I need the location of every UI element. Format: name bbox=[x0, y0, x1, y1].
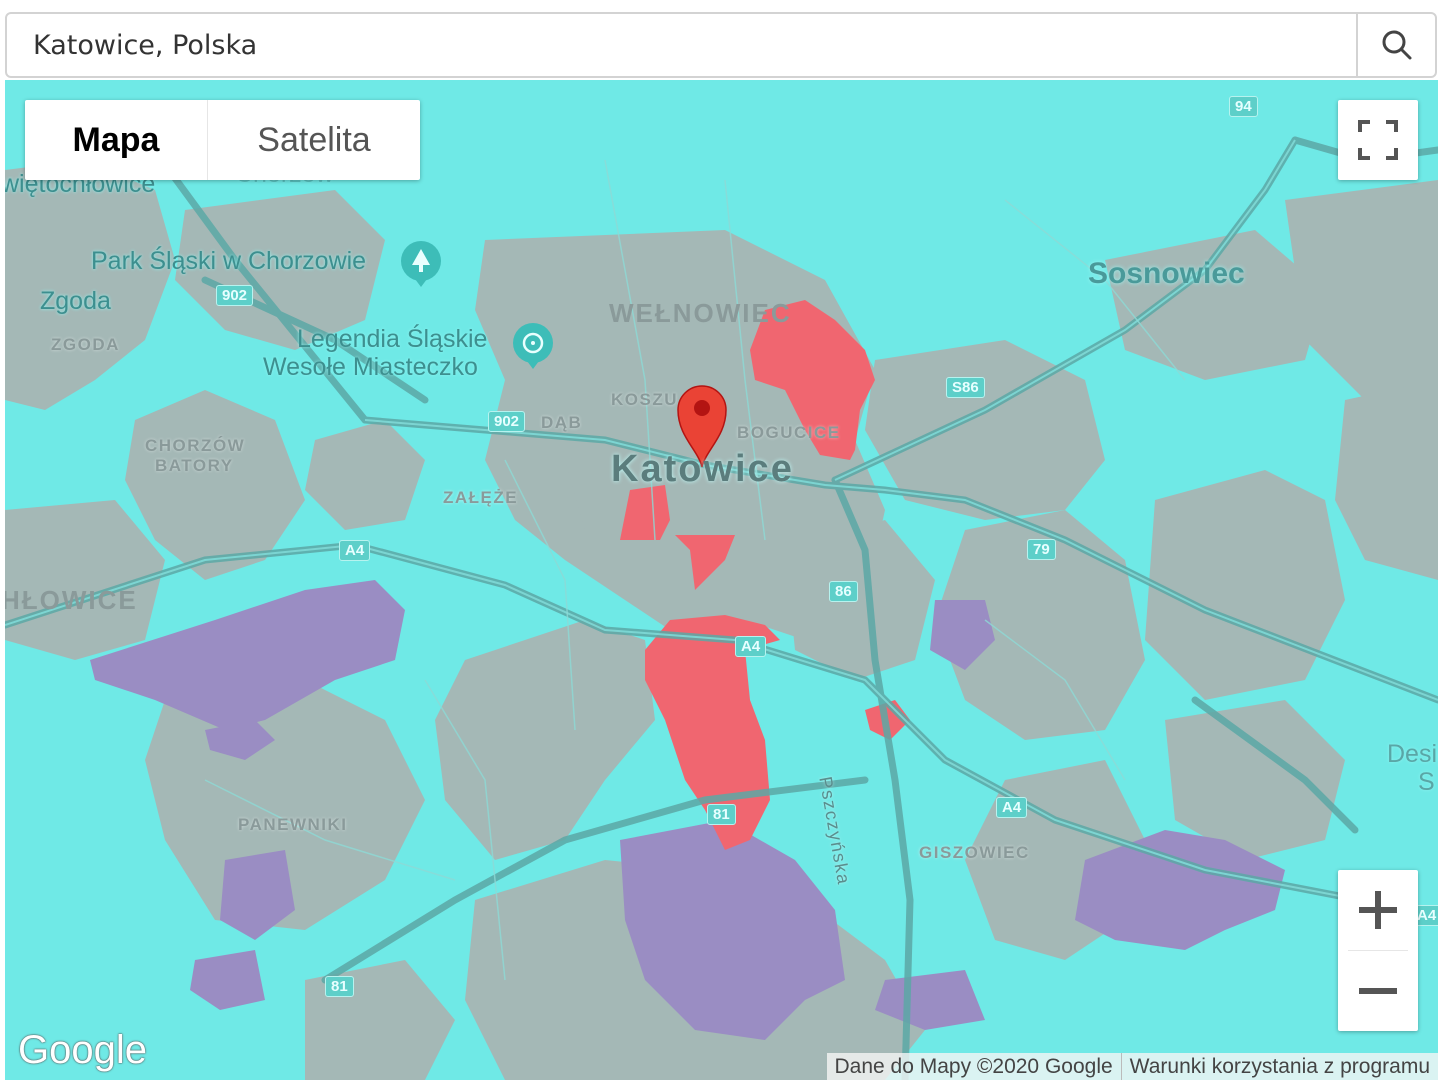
plus-icon bbox=[1359, 891, 1397, 929]
label-giszowiec: GISZOWIEC bbox=[919, 843, 1030, 862]
search-button[interactable] bbox=[1356, 14, 1435, 76]
label-ochlowice: HŁOWICE bbox=[5, 585, 138, 615]
search-input[interactable] bbox=[7, 14, 1356, 76]
map-type-satellite-button[interactable]: Satelita bbox=[207, 100, 420, 180]
attribution-bar: Dane do Mapy ©2020 Google Warunki korzys… bbox=[826, 1053, 1438, 1080]
road-shield-a4-a: A4 bbox=[339, 540, 371, 561]
road-shield-902-b: 902 bbox=[488, 411, 526, 432]
label-panewniki: PANEWNIKI bbox=[238, 815, 348, 834]
zoom-out-button[interactable] bbox=[1338, 951, 1418, 1031]
map-pin-icon[interactable] bbox=[677, 385, 727, 468]
label-bogucice: BOGUCICE bbox=[737, 423, 841, 442]
label-koszutka: KOSZU bbox=[611, 390, 678, 409]
search-icon bbox=[1382, 30, 1411, 60]
coverage-overlay bbox=[5, 106, 1438, 1080]
minus-icon bbox=[1359, 988, 1397, 994]
fullscreen-icon bbox=[1358, 120, 1398, 160]
label-zgoda-poi: Zgoda bbox=[40, 287, 111, 315]
label-welnowiec: WEŁNOWIEC bbox=[609, 298, 792, 328]
zoom-divider bbox=[1348, 950, 1408, 951]
road-shield-a4-c: A4 bbox=[996, 797, 1028, 818]
attribution-divider bbox=[1120, 1053, 1122, 1080]
road-shield-a4-b: A4 bbox=[735, 636, 767, 657]
label-zaleze: ZAŁĘŻE bbox=[443, 488, 519, 507]
label-chorzow-batory-1: CHORZÓW bbox=[145, 436, 246, 455]
label-dab: DĄB bbox=[541, 413, 583, 432]
label-design-1: Design bbox=[1387, 740, 1438, 768]
road-shield-902-a: 902 bbox=[216, 285, 254, 306]
label-wesole-miasteczko[interactable]: Wesołe Miasteczko bbox=[263, 353, 478, 381]
zoom-in-button[interactable] bbox=[1338, 870, 1418, 950]
road-shield-94: 94 bbox=[1229, 96, 1258, 117]
ferris-wheel-icon bbox=[513, 323, 553, 369]
label-park-slaski[interactable]: Park Śląski w Chorzowie bbox=[91, 247, 367, 275]
label-chorzow-batory-2: BATORY bbox=[155, 456, 234, 475]
attribution-terms-link[interactable]: Warunki korzystania z programu bbox=[1129, 1055, 1430, 1078]
map-type-control: Mapa Satelita bbox=[25, 100, 420, 180]
road-shield-86: 86 bbox=[829, 581, 858, 602]
label-katowice: Katowice bbox=[611, 448, 794, 490]
attribution-map-data[interactable]: Dane do Mapy ©2020 Google bbox=[834, 1055, 1113, 1078]
search-bar bbox=[5, 12, 1437, 78]
label-legendia[interactable]: Legendia Śląskie bbox=[297, 325, 488, 353]
label-sosnowiec: Sosnowiec bbox=[1088, 257, 1245, 290]
label-zgoda: ZGODA bbox=[51, 335, 120, 354]
map-type-map-button[interactable]: Mapa bbox=[72, 120, 160, 159]
map-canvas[interactable]: więtochłowice Chorzów Park Śląski w Chor… bbox=[5, 80, 1438, 1080]
road-shield-81-a: 81 bbox=[707, 804, 736, 825]
label-design-2: S bbox=[1418, 768, 1435, 796]
tree-icon bbox=[401, 241, 441, 287]
google-logo: Google bbox=[18, 1028, 147, 1072]
road-shield-81-b: 81 bbox=[325, 976, 354, 997]
road-shield-79: 79 bbox=[1027, 539, 1056, 560]
fullscreen-button[interactable] bbox=[1338, 100, 1418, 180]
road-shield-s86: S86 bbox=[946, 377, 985, 398]
zoom-control bbox=[1338, 870, 1418, 1031]
